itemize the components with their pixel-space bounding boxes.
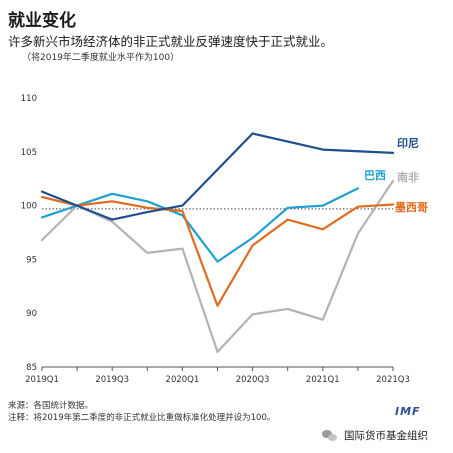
chart-subtitle: 许多新兴市场经济体的非正式就业反弹速度快于正式就业。 bbox=[8, 34, 334, 49]
chart-title: 就业变化 bbox=[8, 11, 76, 31]
chart-note: （将2019年二季度就业水平作为100） bbox=[22, 53, 180, 63]
series-line bbox=[40, 187, 359, 263]
wechat-account: 国际货币基金组织 bbox=[322, 428, 428, 443]
x-tick-label: 2020Q1 bbox=[166, 375, 200, 385]
series-label: 印尼 bbox=[397, 137, 419, 150]
footnote-text: 注释：将2019年第二季度的非正式就业比重做标准化处理并设为100。 bbox=[8, 413, 276, 423]
imf-logo: IMF bbox=[395, 405, 421, 418]
series-label: 南非 bbox=[397, 170, 419, 184]
x-tick-label: 2020Q3 bbox=[236, 375, 270, 385]
y-tick-label: 110 bbox=[21, 94, 37, 104]
series-label: 墨西哥 bbox=[395, 201, 428, 214]
series-label: 巴西 bbox=[364, 169, 386, 182]
x-tick-label: 2021Q1 bbox=[306, 375, 340, 385]
x-tick-label: 2019Q3 bbox=[95, 375, 129, 385]
series-line bbox=[40, 195, 395, 307]
series-line bbox=[40, 179, 395, 353]
x-tick-label: 2021Q3 bbox=[376, 375, 410, 385]
y-tick-label: 90 bbox=[26, 309, 37, 319]
y-tick-label: 95 bbox=[26, 255, 37, 265]
y-tick-label: 100 bbox=[21, 202, 37, 212]
wechat-label: 国际货币基金组织 bbox=[344, 430, 428, 442]
source-text: 来源：各国统计数据。 bbox=[8, 401, 94, 411]
series-line bbox=[40, 132, 395, 221]
wechat-icon bbox=[322, 429, 338, 442]
y-tick-label: 85 bbox=[26, 363, 37, 373]
plot-area: 85 90 95 100 105 110 2019Q1 2019Q3 2020Q1 2020Q3 2… bbox=[21, 94, 410, 385]
x-tick-label: 2019Q1 bbox=[25, 375, 59, 385]
y-tick-label: 105 bbox=[21, 148, 37, 158]
